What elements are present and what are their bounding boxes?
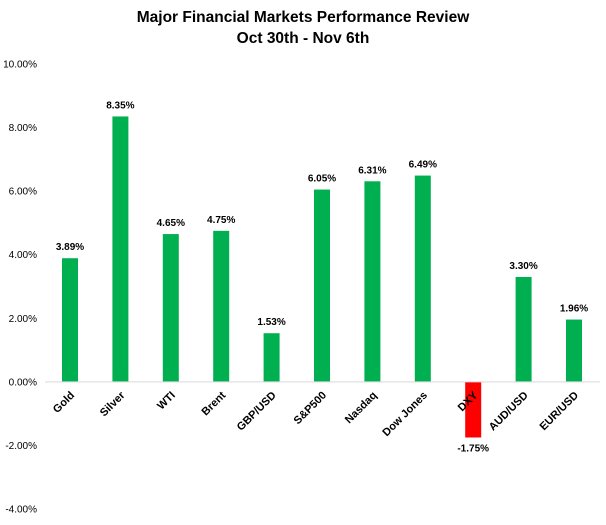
category-label: WTI [155,389,178,412]
data-label: 8.35% [106,100,134,111]
chart-subtitle: Oct 30th - Nov 6th [237,30,370,47]
data-label: 1.96% [560,304,588,315]
category-label: Brent [200,389,229,418]
y-tick-label: 2.00% [9,314,37,325]
data-label: 4.65% [157,218,185,229]
data-label: -1.75% [457,443,489,454]
bar-brent [213,230,230,382]
data-label: 3.30% [509,261,537,272]
category-labels: Gold Silver WTI Brent GBP/USD S&P500 Nasdaq Dow… [51,389,581,439]
bar-s-p500 [314,189,330,382]
y-tick-label: 0.00% [9,377,37,388]
bar-gold [62,258,78,382]
y-tick-label: 4.00% [9,250,37,261]
data-label: 3.89% [56,242,84,253]
category-label: GBP/USD [235,389,279,433]
bars [62,116,582,438]
bar-wti [162,234,179,382]
bar-dow-jones [414,175,431,382]
data-label: 6.31% [358,165,386,176]
bar-eur-usd [566,319,582,382]
y-tick-label: -2.00% [5,441,37,452]
data-label: 6.49% [409,160,437,171]
bar-silver [112,116,129,382]
data-label: 6.05% [308,174,336,185]
category-label: AUD/USD [487,389,531,433]
bar-dxy [465,381,482,438]
data-labels: 3.89% 8.35% 4.65% 4.75% 1.53% 6.05% 6.31% 6.49%… [56,100,588,454]
category-label: Silver [98,389,128,419]
chart-title: Major Financial Markets Performance Revi… [137,9,470,26]
y-tick-label: 10.00% [3,60,37,71]
bar-aud-usd [515,276,532,382]
category-label: Nasdaq [343,389,380,426]
data-label: 4.75% [207,215,235,226]
y-tick-label: 6.00% [9,187,37,198]
category-label: S&P500 [292,389,329,426]
y-tick-label: -4.00% [5,505,37,516]
data-label: 1.53% [257,317,285,328]
y-axis: 10.00% 8.00% 6.00% 4.00% 2.00% 0.00% -2.00% -4.… [3,60,37,516]
category-label: EUR/USD [538,389,582,433]
category-label: Gold [51,389,77,415]
y-tick-label: 8.00% [9,123,37,134]
bar-nasdaq [364,181,381,382]
category-label: Dow Jones [380,389,430,439]
bar-gbp-usd [263,333,280,382]
